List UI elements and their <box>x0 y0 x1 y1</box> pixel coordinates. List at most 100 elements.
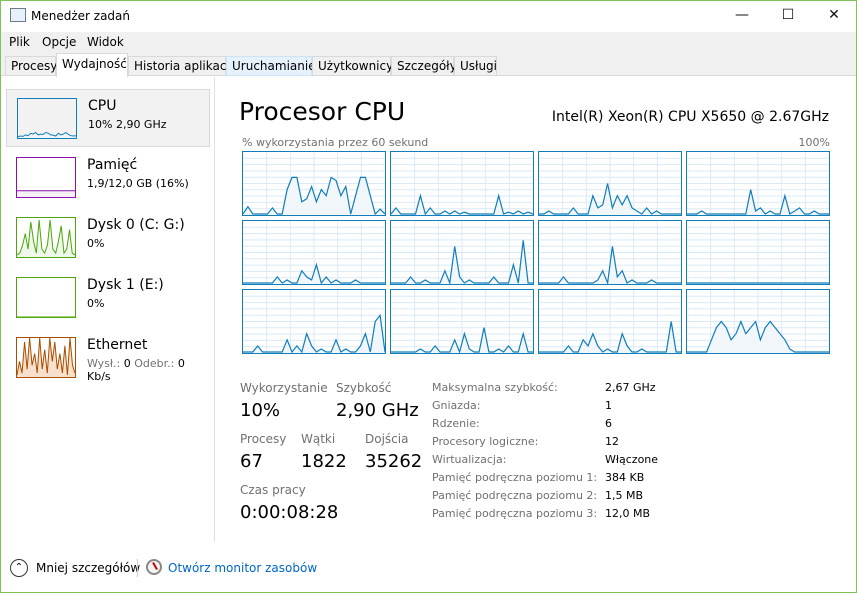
core-usage-line <box>539 321 681 353</box>
processes-value: 67 <box>240 451 263 472</box>
sidebar-item-title: Ethernet <box>87 337 148 353</box>
page-title: Procesor CPU <box>239 97 406 126</box>
utilization-label: Wykorzystanie <box>240 381 328 395</box>
cpu-model: Intel(R) Xeon(R) CPU X5650 @ 2.67GHz <box>551 109 829 125</box>
sidebar-item-title: CPU <box>88 98 117 114</box>
spec-label: Pamięć podręczna poziomu 3: <box>432 507 598 520</box>
sidebar-item-subtitle: 0% <box>87 237 105 250</box>
minimize-button[interactable]: — <box>735 7 749 23</box>
core-usage-area <box>539 183 681 215</box>
sidebar-item-subtitle: 1,9/12,0 GB (16%) <box>87 177 189 190</box>
spec-label: Procesory logiczne: <box>432 435 539 448</box>
title-bar: Menedżer zadań — ☐ ✕ <box>1 1 856 31</box>
core-usage-area <box>243 177 385 215</box>
graph-max-label: 100% <box>798 136 830 149</box>
spec-value: 384 KB <box>605 471 645 484</box>
sidebar-item-subtitle: 0% <box>87 297 105 310</box>
memory-thumbnail-graph <box>16 157 76 198</box>
receive-value: 0 Kb/s <box>87 357 185 383</box>
resource-monitor-icon <box>146 559 162 575</box>
spec-value: 12 <box>605 435 619 448</box>
window-title: Menedżer zadań <box>31 9 130 23</box>
spec-label: Gniazda: <box>432 399 481 412</box>
cpu-core-graph <box>242 151 386 216</box>
spec-label: Rdzenie: <box>432 417 480 430</box>
cpu-core-graph <box>390 220 534 286</box>
cpu-core-graph <box>686 220 830 285</box>
tab-procesy[interactable]: Procesy <box>5 56 57 76</box>
handles-label: Dojścia <box>365 432 409 446</box>
sidebar-item-disk-0[interactable]: Dysk 0 (C: G:) 0% <box>6 209 210 267</box>
spec-value: 12,0 MB <box>605 507 651 520</box>
sidebar-item-disk-1[interactable]: Dysk 1 (E:) 0% <box>6 269 210 327</box>
menu-plik[interactable]: Plik <box>9 35 30 49</box>
chevron-up-icon[interactable]: ⌃ <box>10 559 28 577</box>
spec-value: 1 <box>605 399 612 412</box>
spec-label: Wirtualizacja: <box>432 453 507 466</box>
sidebar-item-title: Dysk 1 (E:) <box>87 277 164 293</box>
sidebar-item-subtitle: Wysł.: 0 Odebr.: 0 Kb/s <box>87 357 210 383</box>
send-value: 0 <box>123 357 131 370</box>
uptime-label: Czas pracy <box>240 483 306 497</box>
send-label: Wysł.: <box>87 357 121 370</box>
graph-label: % wykorzystania przez 60 sekund <box>242 136 429 149</box>
core-usage-line <box>242 176 386 216</box>
sidebar-item-title: Dysk 0 (C: G:) <box>87 217 185 233</box>
cpu-core-graph <box>538 151 682 216</box>
ethernet-thumbnail-graph <box>16 337 76 378</box>
threads-value: 1822 <box>301 451 347 472</box>
fewer-details-button[interactable]: Mniej szczegółów <box>36 561 141 575</box>
menu-bar: Plik Opcje Widok <box>1 32 856 52</box>
threads-label: Wątki <box>301 432 336 446</box>
cpu-thumbnail-graph <box>17 98 77 139</box>
sidebar-item-memory[interactable]: Pamięć 1,9/12,0 GB (16%) <box>6 149 210 207</box>
spec-value: Włączone <box>605 453 659 466</box>
tab-bar: Procesy Wydajność Historia aplikacji Uru… <box>1 52 856 77</box>
spec-value: 1,5 MB <box>605 489 644 502</box>
cpu-core-graph <box>390 151 534 216</box>
divider <box>137 559 138 577</box>
tab-uruchamianie[interactable]: Uruchamianie <box>226 56 316 76</box>
tab-uslugi[interactable]: Usługi <box>454 56 497 76</box>
resource-sidebar: CPU 10% 2,90 GHz Pamięć 1,9/12,0 GB (16%… <box>1 77 215 542</box>
handles-value: 35262 <box>365 451 423 472</box>
task-manager-icon <box>10 8 26 22</box>
speed-label: Szybkość <box>336 381 392 395</box>
maximize-button[interactable]: ☐ <box>781 7 795 23</box>
spec-label: Pamięć podręczna poziomu 1: <box>432 471 598 484</box>
cpu-core-graph <box>538 289 682 354</box>
tab-szczegoly[interactable]: Szczegóły <box>391 56 457 76</box>
core-usage-area <box>687 321 829 353</box>
core-usage-line <box>391 240 533 286</box>
disk0-thumbnail-graph <box>16 217 76 258</box>
core-usage-line <box>390 193 534 216</box>
cpu-core-graph <box>390 289 534 354</box>
spec-label: Pamięć podręczna poziomu 2: <box>432 489 598 502</box>
tab-historia-aplikacji[interactable]: Historia aplikacji <box>128 56 233 76</box>
spec-value: 2,67 GHz <box>605 381 656 394</box>
menu-opcje[interactable]: Opcje <box>42 35 77 49</box>
sidebar-item-ethernet[interactable]: Ethernet Wysł.: 0 Odebr.: 0 Kb/s <box>6 329 210 387</box>
close-button[interactable]: ✕ <box>828 7 840 23</box>
cpu-core-graph <box>686 151 830 216</box>
core-usage-line <box>539 183 681 215</box>
open-resource-monitor-link[interactable]: Otwórz monitor zasobów <box>168 561 318 575</box>
disk1-thumbnail-graph <box>16 277 76 318</box>
core-usage-line <box>243 313 386 354</box>
uptime-value: 0:00:08:28 <box>240 502 339 523</box>
tab-wydajnosc[interactable]: Wydajność <box>56 53 128 77</box>
tab-uzytkownicy[interactable]: Użytkownicy <box>312 56 393 76</box>
cpu-core-graph <box>242 220 386 285</box>
processes-label: Procesy <box>240 432 287 446</box>
sidebar-item-title: Pamięć <box>87 157 138 173</box>
spec-value: 6 <box>605 417 612 430</box>
cpu-core-graph <box>686 289 830 354</box>
utilization-value: 10% <box>240 400 281 421</box>
speed-value: 2,90 GHz <box>336 400 419 421</box>
menu-widok[interactable]: Widok <box>87 35 124 49</box>
footer: ⌃ Mniej szczegółów Otwórz monitor zasobó… <box>1 542 856 592</box>
sidebar-item-cpu[interactable]: CPU 10% 2,90 GHz <box>6 89 210 147</box>
cpu-core-graph <box>242 289 386 354</box>
core-usage-line <box>687 189 829 215</box>
